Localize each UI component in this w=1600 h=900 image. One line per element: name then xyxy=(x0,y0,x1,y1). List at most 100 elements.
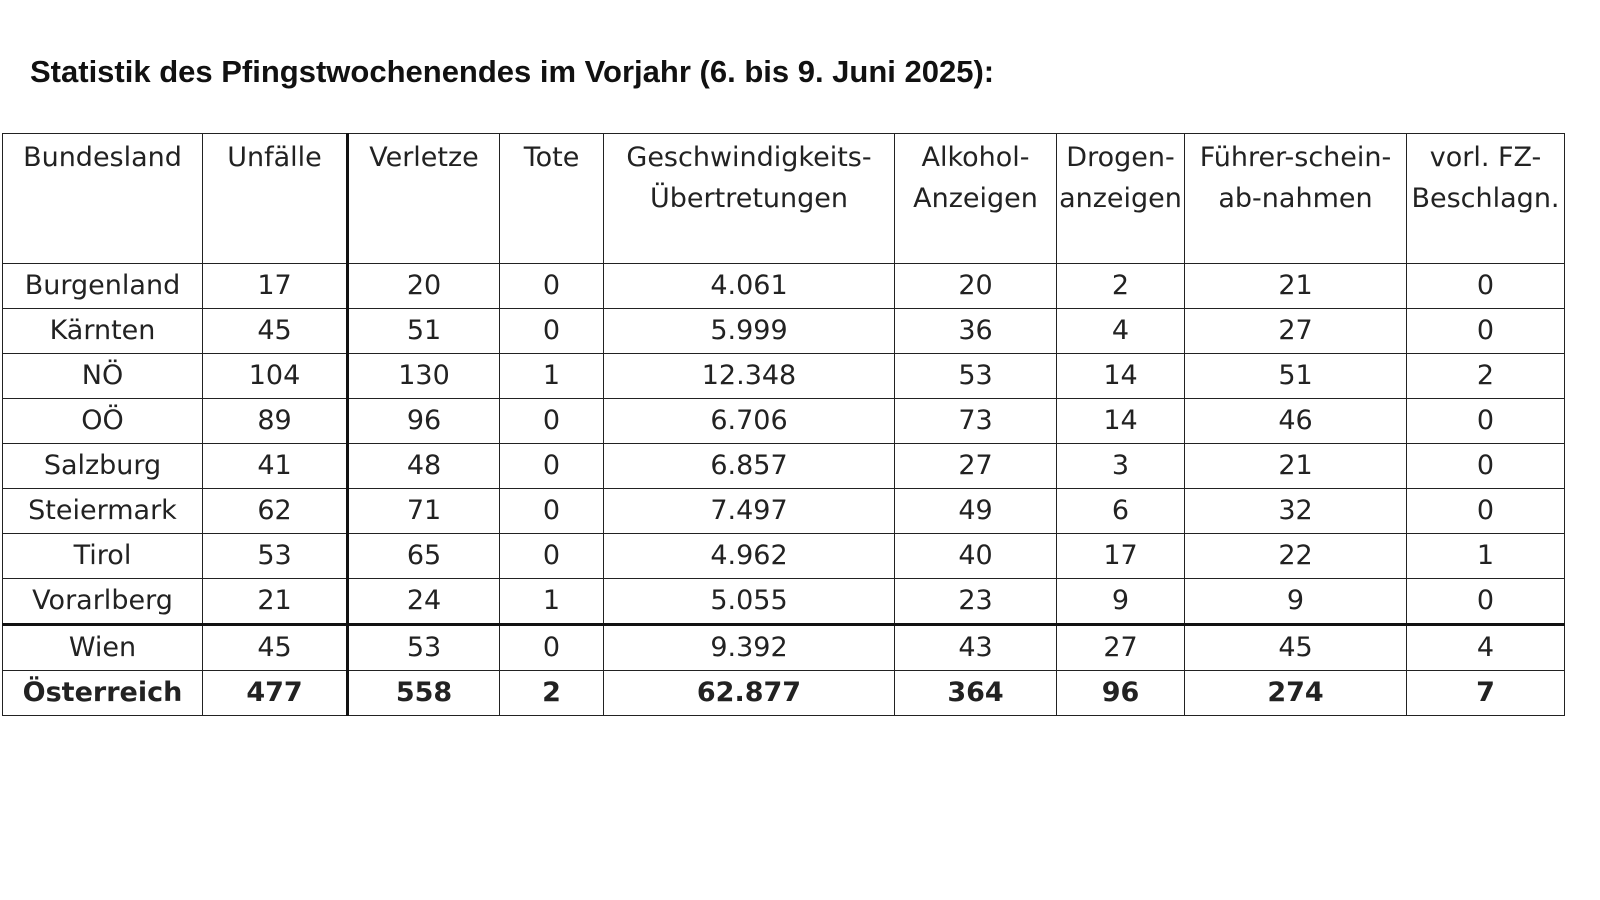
cell-alkohol: 53 xyxy=(894,353,1057,399)
cell-alkohol: 43 xyxy=(894,623,1057,671)
header-drogen: Drogen-anzeigen xyxy=(1056,133,1185,264)
header-beschlagnahmen: vorl. FZ-Beschlagn. xyxy=(1406,133,1565,264)
cell-drogen: 96 xyxy=(1056,670,1185,716)
cell-tote: 1 xyxy=(499,578,604,625)
cell-verletze: 24 xyxy=(347,578,500,625)
cell-geschwindigkeit: 5.055 xyxy=(603,578,895,625)
table-row: Steiermark 62 71 0 7.497 49 6 32 0 xyxy=(2,488,1565,534)
cell-beschlagnahmen: 7 xyxy=(1406,670,1565,716)
cell-fuehrerschein: 21 xyxy=(1184,443,1407,489)
cell-unfaelle: 62 xyxy=(202,488,349,534)
cell-verletze: 53 xyxy=(347,623,500,671)
table-row: OÖ 89 96 0 6.706 73 14 46 0 xyxy=(2,398,1565,444)
cell-tote: 0 xyxy=(499,398,604,444)
cell-bundesland: Salzburg xyxy=(2,443,203,489)
cell-geschwindigkeit: 62.877 xyxy=(603,670,895,716)
cell-bundesland: Tirol xyxy=(2,533,203,579)
cell-unfaelle: 21 xyxy=(202,578,349,625)
cell-tote: 0 xyxy=(499,443,604,489)
header-fuehrerschein: Führer-schein-ab-nahmen xyxy=(1184,133,1407,264)
cell-geschwindigkeit: 4.962 xyxy=(603,533,895,579)
cell-drogen: 14 xyxy=(1056,398,1185,444)
cell-verletze: 130 xyxy=(347,353,500,399)
cell-fuehrerschein: 22 xyxy=(1184,533,1407,579)
cell-unfaelle: 41 xyxy=(202,443,349,489)
table-row: Tirol 53 65 0 4.962 40 17 22 1 xyxy=(2,533,1565,579)
cell-beschlagnahmen: 0 xyxy=(1406,263,1565,309)
cell-geschwindigkeit: 9.392 xyxy=(603,623,895,671)
cell-beschlagnahmen: 0 xyxy=(1406,398,1565,444)
cell-verletze: 96 xyxy=(347,398,500,444)
cell-fuehrerschein: 45 xyxy=(1184,623,1407,671)
header-unfaelle: Unfälle xyxy=(202,133,349,264)
cell-beschlagnahmen: 0 xyxy=(1406,443,1565,489)
cell-tote: 0 xyxy=(499,623,604,671)
cell-alkohol: 40 xyxy=(894,533,1057,579)
header-bundesland: Bundesland xyxy=(2,133,203,264)
cell-drogen: 6 xyxy=(1056,488,1185,534)
cell-beschlagnahmen: 1 xyxy=(1406,533,1565,579)
cell-tote: 0 xyxy=(499,533,604,579)
cell-bundesland: Österreich xyxy=(2,670,203,716)
cell-bundesland: Wien xyxy=(2,623,203,671)
cell-geschwindigkeit: 4.061 xyxy=(603,263,895,309)
cell-verletze: 65 xyxy=(347,533,500,579)
cell-unfaelle: 17 xyxy=(202,263,349,309)
cell-verletze: 71 xyxy=(347,488,500,534)
cell-fuehrerschein: 21 xyxy=(1184,263,1407,309)
table-row: Kärnten 45 51 0 5.999 36 4 27 0 xyxy=(2,308,1565,354)
cell-alkohol: 20 xyxy=(894,263,1057,309)
cell-drogen: 17 xyxy=(1056,533,1185,579)
cell-fuehrerschein: 274 xyxy=(1184,670,1407,716)
header-alkohol: Alkohol-Anzeigen xyxy=(894,133,1057,264)
header-row: Bundesland Unfälle Verletze Tote Geschwi… xyxy=(2,133,1565,264)
header-geschwindigkeit: Geschwindigkeits-Übertretungen xyxy=(603,133,895,264)
cell-geschwindigkeit: 5.999 xyxy=(603,308,895,354)
cell-beschlagnahmen: 0 xyxy=(1406,308,1565,354)
cell-unfaelle: 45 xyxy=(202,623,349,671)
cell-unfaelle: 477 xyxy=(202,670,349,716)
cell-unfaelle: 45 xyxy=(202,308,349,354)
cell-tote: 2 xyxy=(499,670,604,716)
cell-unfaelle: 53 xyxy=(202,533,349,579)
cell-fuehrerschein: 51 xyxy=(1184,353,1407,399)
table-row: NÖ 104 130 1 12.348 53 14 51 2 xyxy=(2,353,1565,399)
header-tote: Tote xyxy=(499,133,604,264)
cell-bundesland: NÖ xyxy=(2,353,203,399)
table-row: Salzburg 41 48 0 6.857 27 3 21 0 xyxy=(2,443,1565,489)
cell-bundesland: Kärnten xyxy=(2,308,203,354)
cell-fuehrerschein: 27 xyxy=(1184,308,1407,354)
page-title: Statistik des Pfingstwochenendes im Vorj… xyxy=(30,54,995,89)
cell-alkohol: 364 xyxy=(894,670,1057,716)
cell-drogen: 9 xyxy=(1056,578,1185,625)
cell-geschwindigkeit: 6.857 xyxy=(603,443,895,489)
cell-verletze: 558 xyxy=(347,670,500,716)
cell-geschwindigkeit: 7.497 xyxy=(603,488,895,534)
statistics-table: Bundesland Unfälle Verletze Tote Geschwi… xyxy=(2,133,1565,716)
cell-bundesland: Vorarlberg xyxy=(2,578,203,625)
cell-tote: 0 xyxy=(499,488,604,534)
table-row: Vorarlberg 21 24 1 5.055 23 9 9 0 xyxy=(2,578,1565,625)
cell-drogen: 27 xyxy=(1056,623,1185,671)
header-verletze: Verletze xyxy=(347,133,500,264)
table-row: Burgenland 17 20 0 4.061 20 2 21 0 xyxy=(2,263,1565,309)
cell-beschlagnahmen: 2 xyxy=(1406,353,1565,399)
cell-tote: 1 xyxy=(499,353,604,399)
cell-fuehrerschein: 9 xyxy=(1184,578,1407,625)
cell-beschlagnahmen: 0 xyxy=(1406,578,1565,625)
cell-geschwindigkeit: 6.706 xyxy=(603,398,895,444)
cell-verletze: 20 xyxy=(347,263,500,309)
cell-alkohol: 23 xyxy=(894,578,1057,625)
cell-geschwindigkeit: 12.348 xyxy=(603,353,895,399)
cell-beschlagnahmen: 0 xyxy=(1406,488,1565,534)
cell-alkohol: 36 xyxy=(894,308,1057,354)
table-row: Wien 45 53 0 9.392 43 27 45 4 xyxy=(2,623,1565,671)
cell-drogen: 4 xyxy=(1056,308,1185,354)
cell-unfaelle: 104 xyxy=(202,353,349,399)
cell-fuehrerschein: 32 xyxy=(1184,488,1407,534)
cell-bundesland: Burgenland xyxy=(2,263,203,309)
cell-alkohol: 73 xyxy=(894,398,1057,444)
total-row: Österreich 477 558 2 62.877 364 96 274 7 xyxy=(2,670,1565,716)
cell-alkohol: 49 xyxy=(894,488,1057,534)
cell-drogen: 3 xyxy=(1056,443,1185,489)
